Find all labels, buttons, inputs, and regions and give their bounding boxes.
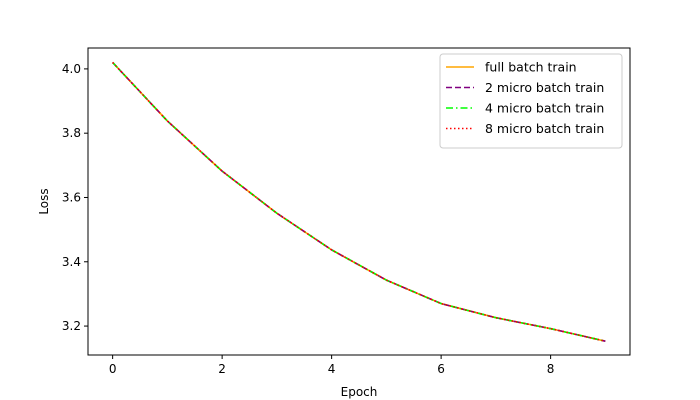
legend-label-1: full batch train bbox=[485, 60, 577, 75]
y-tick-label: 3.4 bbox=[62, 255, 81, 269]
legend-label-3: 4 micro batch train bbox=[485, 101, 604, 116]
legend-label-2: 2 micro batch train bbox=[485, 80, 604, 95]
legend-box bbox=[439, 53, 623, 149]
y-tick-label: 4.0 bbox=[62, 62, 81, 76]
legend: full batch train 2 micro batch train 4 mic… bbox=[439, 53, 623, 149]
x-tick-label: 2 bbox=[218, 362, 226, 376]
y-tick-label: 3.6 bbox=[62, 190, 81, 204]
y-tick-label: 3.8 bbox=[62, 126, 81, 140]
x-tick-label: 4 bbox=[328, 362, 336, 376]
y-axis-label: Loss bbox=[37, 188, 51, 214]
y-tick-label: 3.2 bbox=[62, 319, 81, 333]
x-tick-label: 8 bbox=[547, 362, 555, 376]
x-tick-label: 0 bbox=[109, 362, 117, 376]
plot-frame bbox=[87, 47, 631, 356]
series-line-4 bbox=[112, 61, 606, 342]
x-tick-label: 6 bbox=[437, 362, 445, 376]
x-axis: 0 2 4 6 8 bbox=[109, 355, 555, 376]
x-axis-label: Epoch bbox=[341, 385, 378, 399]
series-layer bbox=[112, 61, 606, 342]
legend-label-4: 8 micro batch train bbox=[485, 121, 604, 136]
y-axis: 3.2 3.4 3.6 3.8 4.0 bbox=[62, 62, 88, 333]
